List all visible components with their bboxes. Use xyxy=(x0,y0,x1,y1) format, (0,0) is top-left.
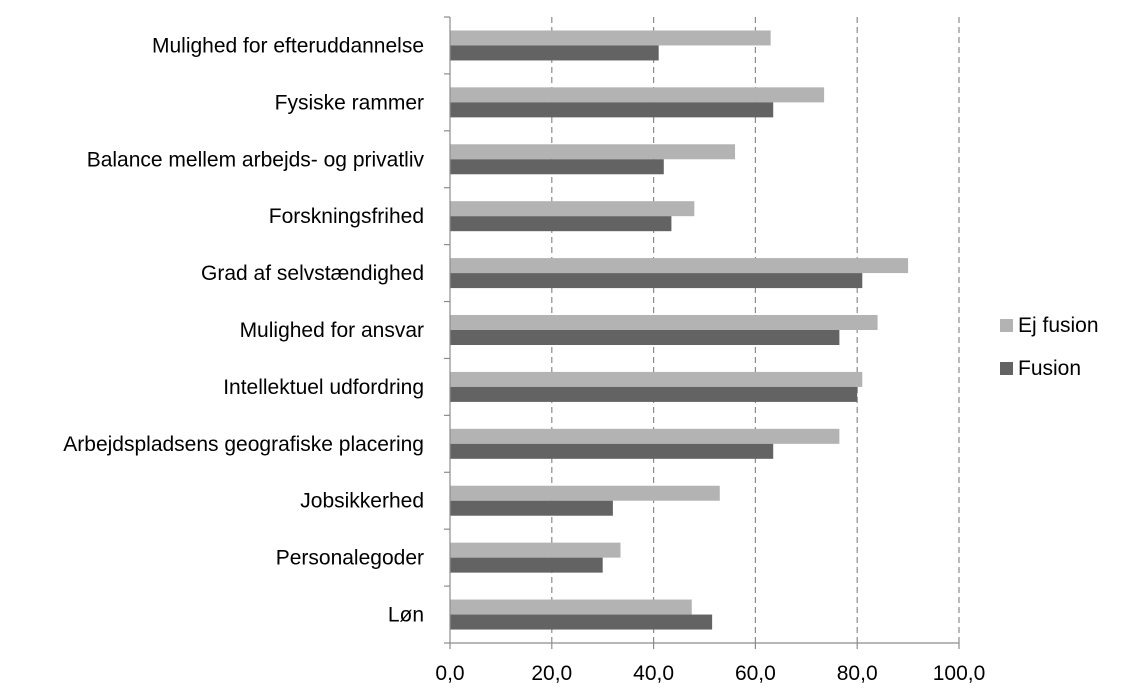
category-label: Personalegoder xyxy=(276,547,424,570)
category-label: Fysiske rammer xyxy=(275,91,424,114)
bar-ej-fusion xyxy=(450,30,771,46)
bar-fusion xyxy=(450,443,774,459)
bar-fusion xyxy=(450,216,672,232)
legend: Ej fusion Fusion xyxy=(1000,314,1099,380)
bar-ej-fusion xyxy=(450,201,695,217)
x-tick-label: 60,0 xyxy=(735,662,776,685)
x-tick-label: 20,0 xyxy=(531,662,572,685)
legend-swatch xyxy=(1000,362,1013,375)
category-label: Intellektuel udfordring xyxy=(223,376,424,399)
category-label: Arbejdspladsens geografiske placering xyxy=(63,433,424,456)
x-tick-label: 80,0 xyxy=(837,662,878,685)
bar-fusion xyxy=(450,386,858,402)
category-label: Grad af selvstændighed xyxy=(201,262,424,285)
category-label: Jobsikkerhed xyxy=(300,490,424,513)
category-label: Forskningsfrihed xyxy=(269,205,424,228)
bar-fusion xyxy=(450,330,840,345)
bar-fusion xyxy=(450,273,863,289)
bars xyxy=(450,30,909,630)
legend-label: Ej fusion xyxy=(1018,314,1099,337)
bar-ej-fusion xyxy=(450,371,863,387)
bar-fusion xyxy=(450,557,603,573)
bar-ej-fusion xyxy=(450,599,692,615)
bar-fusion xyxy=(450,500,613,516)
category-label: Balance mellem arbejds- og privatliv xyxy=(87,148,425,171)
x-tick-label: 100,0 xyxy=(933,662,986,685)
bar-ej-fusion xyxy=(450,144,736,160)
bar-fusion xyxy=(450,159,664,175)
category-label: Løn xyxy=(388,604,424,627)
category-labels: Mulighed for efteruddannelse Fysiske ramm… xyxy=(63,34,424,626)
legend-label: Fusion xyxy=(1018,357,1081,380)
x-tick-labels: 0,0 20,0 40,0 60,0 80,0 100,0 xyxy=(435,662,985,685)
category-label: Mulighed for ansvar xyxy=(240,319,424,342)
x-tick-label: 0,0 xyxy=(435,662,464,685)
bar-ej-fusion xyxy=(450,485,720,501)
bar-ej-fusion xyxy=(450,87,825,103)
bar-fusion xyxy=(450,45,659,61)
bar-ej-fusion xyxy=(450,428,840,444)
legend-swatch xyxy=(1000,319,1013,332)
category-label: Mulighed for efteruddannelse xyxy=(152,34,424,57)
axes xyxy=(444,16,960,649)
x-tick-label: 40,0 xyxy=(633,662,674,685)
bar-fusion xyxy=(450,614,713,630)
bar-fusion xyxy=(450,102,774,118)
bar-ej-fusion xyxy=(450,258,909,274)
bar-ej-fusion xyxy=(450,315,878,330)
bar-ej-fusion xyxy=(450,542,621,558)
